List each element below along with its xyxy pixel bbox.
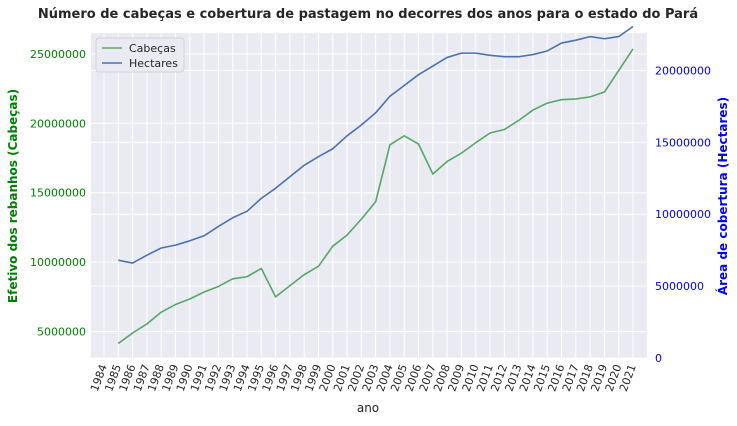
series-layer: [117, 25, 634, 345]
right-y-tick-label: 0: [655, 352, 662, 365]
series-line-hectares: [118, 25, 634, 264]
right-y-tick-label: 20000000: [655, 64, 711, 77]
legend-label: Cabeças: [129, 42, 176, 55]
legend: Cabeças Hectares: [95, 37, 185, 73]
series-line-cabe-as: [117, 48, 634, 345]
left-y-tick-label: 10000000: [30, 256, 86, 269]
right-y-tick-label: 5000000: [655, 280, 704, 293]
left-y-axis-label: Efetivo dos rebanhos (Cabeças): [6, 89, 20, 303]
right-y-axis-label: Área de cobertura (Hectares): [715, 97, 730, 295]
left-y-tick-label: 25000000: [30, 48, 86, 61]
x-axis-label: ano: [357, 401, 379, 415]
right-y-tick-label: 10000000: [655, 208, 711, 221]
x-axis: 1984198519861987198819891990199119921993…: [88, 363, 639, 394]
left-y-tick-label: 20000000: [30, 117, 86, 130]
chart-title: Número de cabeças e cobertura de pastage…: [38, 7, 698, 22]
right-y-axis: 0 5000000 10000000 15000000 20000000: [655, 64, 711, 365]
legend-label: Hectares: [129, 57, 178, 70]
left-y-axis: 5000000 10000000 15000000 20000000 25000000: [30, 48, 86, 339]
plot-area: [91, 33, 647, 358]
right-y-tick-label: 15000000: [655, 136, 711, 149]
left-y-tick-label: 15000000: [30, 187, 86, 200]
grid-lines: [91, 33, 647, 359]
left-y-tick-label: 5000000: [37, 326, 86, 339]
